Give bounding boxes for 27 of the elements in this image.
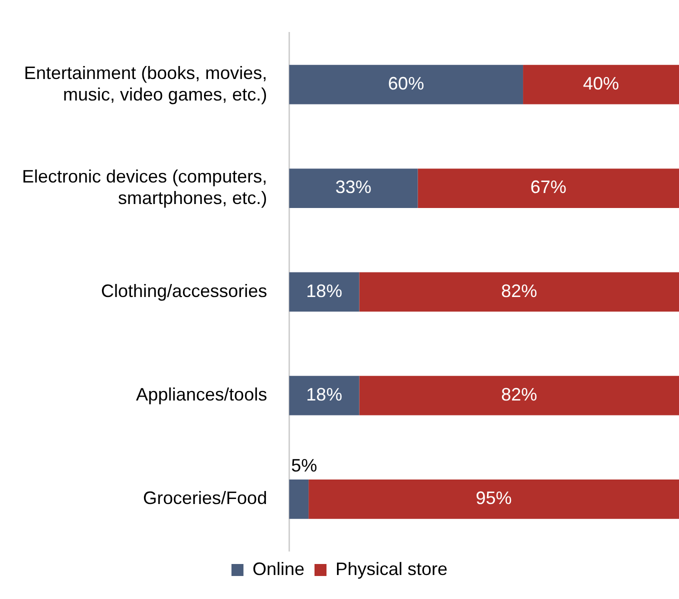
bar — [289, 376, 360, 416]
y-tick-label: Electronic devices (computers, smartphones, etc.) — [22, 166, 268, 208]
data-label: 18% — [306, 384, 342, 405]
bar — [289, 479, 309, 519]
bar — [289, 168, 418, 208]
bar — [359, 272, 679, 312]
bar — [418, 168, 679, 208]
legend-label: Online — [252, 558, 304, 579]
data-label: 67% — [530, 177, 566, 198]
data-label: 82% — [501, 384, 538, 405]
y-tick-label: Entertainment (books, movies, music, video games, etc.) — [24, 62, 268, 104]
legend-label: Physical store — [335, 558, 448, 579]
data-label: 5% — [291, 455, 318, 476]
bar — [289, 272, 360, 312]
bar — [359, 376, 679, 416]
y-tick-label: Groceries/Food — [143, 488, 268, 508]
y-tick-label: Clothing/accessories — [101, 280, 268, 301]
data-label: 82% — [501, 280, 538, 301]
data-label: 18% — [306, 280, 342, 301]
bar — [308, 479, 679, 519]
data-label: 95% — [476, 488, 512, 508]
data-label: 40% — [583, 74, 620, 94]
bar — [523, 64, 679, 104]
y-tick-label: Appliances/tools — [136, 384, 268, 405]
data-label: 60% — [388, 74, 424, 94]
bar — [289, 64, 524, 104]
data-label: 33% — [335, 177, 372, 198]
